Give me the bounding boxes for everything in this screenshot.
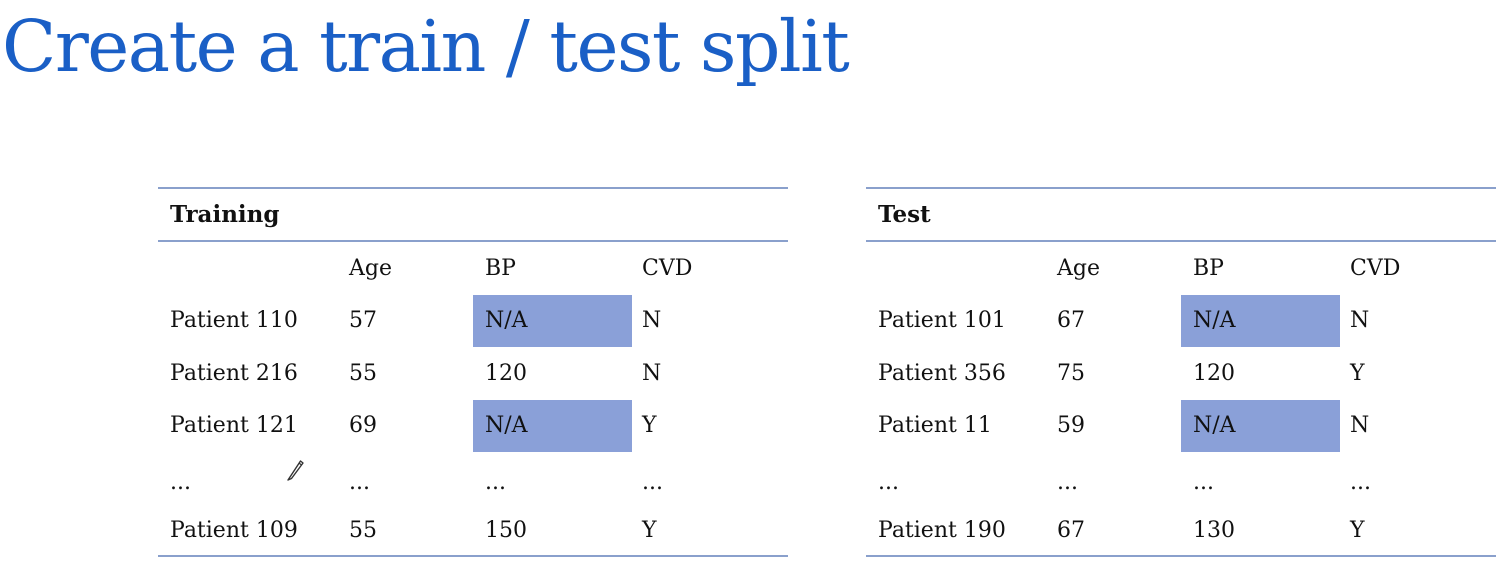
table-top-rule xyxy=(158,187,788,189)
cvd-cell: Y xyxy=(1350,361,1365,386)
patient-name: Patient 101 xyxy=(878,308,1006,333)
column-header-row: Age BP CVD xyxy=(158,243,788,295)
patient-name: Patient 11 xyxy=(878,413,992,438)
patient-name: Patient 109 xyxy=(170,518,298,543)
bp-cell: 150 xyxy=(485,518,527,543)
ellipsis-cell: ... xyxy=(485,470,506,495)
age-cell: 67 xyxy=(1057,518,1085,543)
column-header-cvd: CVD xyxy=(1350,256,1401,281)
age-cell: 55 xyxy=(349,518,377,543)
table-row: Patient 190 67 130 Y xyxy=(866,505,1496,557)
bp-cell-missing: N/A xyxy=(1181,295,1340,347)
patient-name: Patient 356 xyxy=(878,361,1006,386)
table-header-rule xyxy=(866,240,1496,242)
table-row: Patient 121 69 N/A Y xyxy=(158,400,788,452)
ellipsis-cell: ... xyxy=(1057,470,1078,495)
patient-name: Patient 216 xyxy=(170,361,298,386)
table-row: Patient 11 59 N/A N xyxy=(866,400,1496,452)
age-cell: 67 xyxy=(1057,308,1085,333)
table-row-ellipsis: ... ... ... ... xyxy=(158,457,788,509)
ellipsis-cell: ... xyxy=(349,470,370,495)
bp-cell: 130 xyxy=(1193,518,1235,543)
table-row: Patient 216 55 120 N xyxy=(158,348,788,400)
column-header-cvd: CVD xyxy=(642,256,693,281)
cvd-cell: Y xyxy=(1350,518,1365,543)
cvd-cell: N xyxy=(642,361,662,386)
table-heading: Training xyxy=(170,201,280,228)
pencil-icon xyxy=(287,460,304,481)
cvd-cell: N xyxy=(1350,413,1370,438)
table-header-rule xyxy=(158,240,788,242)
table-row: Patient 356 75 120 Y xyxy=(866,348,1496,400)
ellipsis-cell: ... xyxy=(1350,470,1371,495)
bp-cell-missing: N/A xyxy=(473,400,632,452)
cvd-cell: Y xyxy=(642,413,657,438)
bp-cell-missing: N/A xyxy=(473,295,632,347)
table-bottom-rule xyxy=(158,555,788,557)
column-header-age: Age xyxy=(349,256,392,281)
patient-name: Patient 121 xyxy=(170,413,298,438)
age-cell: 57 xyxy=(349,308,377,333)
age-cell: 59 xyxy=(1057,413,1085,438)
bp-cell: 120 xyxy=(1193,361,1235,386)
bp-cell-missing: N/A xyxy=(1181,400,1340,452)
cvd-cell: N xyxy=(1350,308,1370,333)
column-header-row: Age BP CVD xyxy=(866,243,1496,295)
table-row: Patient 110 57 N/A N xyxy=(158,295,788,347)
age-cell: 69 xyxy=(349,413,377,438)
cvd-cell: Y xyxy=(642,518,657,543)
ellipsis-cell: ... xyxy=(170,470,191,495)
age-cell: 55 xyxy=(349,361,377,386)
ellipsis-cell: ... xyxy=(878,470,899,495)
table-heading: Test xyxy=(878,201,931,228)
column-header-bp: BP xyxy=(1193,256,1224,281)
bp-cell: 120 xyxy=(485,361,527,386)
table-row: Patient 101 67 N/A N xyxy=(866,295,1496,347)
ellipsis-cell: ... xyxy=(642,470,663,495)
table-row-ellipsis: ... ... ... ... xyxy=(866,457,1496,509)
table-bottom-rule xyxy=(866,555,1496,557)
table-top-rule xyxy=(866,187,1496,189)
patient-name: Patient 110 xyxy=(170,308,298,333)
table-row: Patient 109 55 150 Y xyxy=(158,505,788,557)
ellipsis-cell: ... xyxy=(1193,470,1214,495)
slide-title: Create a train / test split xyxy=(2,5,850,88)
age-cell: 75 xyxy=(1057,361,1085,386)
column-header-bp: BP xyxy=(485,256,516,281)
patient-name: Patient 190 xyxy=(878,518,1006,543)
column-header-age: Age xyxy=(1057,256,1100,281)
cvd-cell: N xyxy=(642,308,662,333)
